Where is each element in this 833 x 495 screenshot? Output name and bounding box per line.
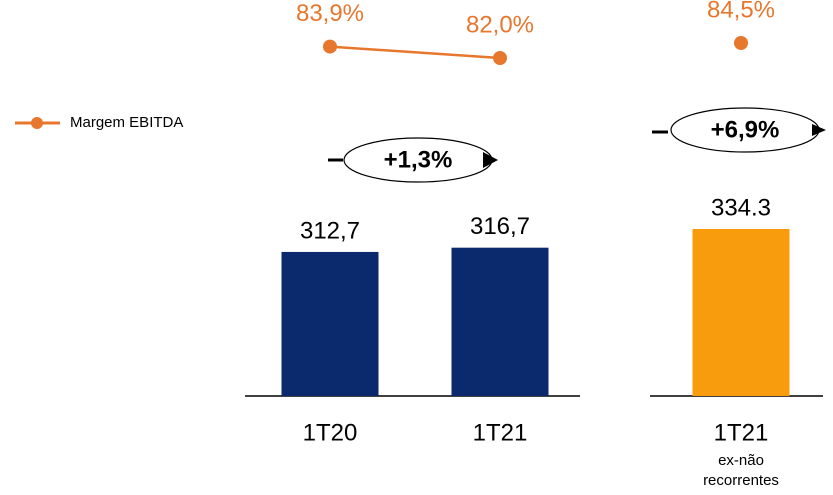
growth-label: +6,9%	[711, 116, 780, 143]
data-label: 334.3	[711, 194, 771, 221]
bar	[692, 229, 790, 396]
growth-badge	[328, 137, 498, 183]
bar	[451, 247, 549, 396]
x-tick-label: 1T20	[303, 419, 358, 446]
margin-label: 82,0%	[466, 11, 534, 38]
growth-badge	[652, 107, 826, 153]
legend-marker	[31, 117, 43, 129]
x-sublabel: ex-não recorrentes	[703, 452, 779, 489]
data-label: 312,7	[300, 217, 360, 244]
margin-line	[329, 45, 501, 60]
data-label: 316,7	[470, 213, 530, 240]
margin-point	[734, 36, 748, 50]
x-tick-label: 1T21	[473, 419, 528, 446]
margin-label: 83,9%	[296, 0, 364, 27]
bar	[281, 251, 379, 396]
growth-label: +1,3%	[384, 146, 453, 173]
margin-point	[323, 39, 337, 54]
margin-point	[493, 51, 507, 65]
legend-label: Margem EBITDA	[70, 114, 183, 131]
margin-label: 84,5%	[707, 0, 775, 23]
x-tick-label: 1T21	[714, 419, 769, 446]
